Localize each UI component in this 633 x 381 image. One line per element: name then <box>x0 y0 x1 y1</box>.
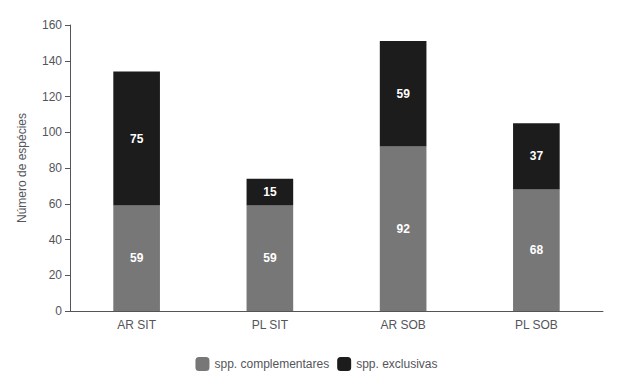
svg-text:spp. exclusivas: spp. exclusivas <box>356 357 437 371</box>
svg-text:59: 59 <box>396 87 410 101</box>
svg-text:20: 20 <box>49 268 63 282</box>
svg-text:140: 140 <box>42 54 62 68</box>
svg-text:59: 59 <box>263 251 277 265</box>
svg-text:160: 160 <box>42 18 62 32</box>
svg-text:15: 15 <box>263 185 277 199</box>
svg-text:AR SOB: AR SOB <box>380 318 425 332</box>
svg-text:80: 80 <box>49 161 63 175</box>
svg-text:92: 92 <box>396 222 410 236</box>
svg-text:spp. complementares: spp. complementares <box>214 357 329 371</box>
svg-text:68: 68 <box>530 243 544 257</box>
svg-text:Número de espécies: Número de espécies <box>15 113 29 223</box>
svg-text:120: 120 <box>42 90 62 104</box>
svg-text:75: 75 <box>130 132 144 146</box>
svg-text:100: 100 <box>42 125 62 139</box>
svg-text:60: 60 <box>49 197 63 211</box>
svg-text:0: 0 <box>55 304 62 318</box>
svg-text:59: 59 <box>130 251 144 265</box>
svg-text:40: 40 <box>49 233 63 247</box>
svg-text:AR SIT: AR SIT <box>117 318 156 332</box>
svg-text:37: 37 <box>530 149 544 163</box>
svg-text:PL SIT: PL SIT <box>252 318 289 332</box>
svg-text:PL SOB: PL SOB <box>515 318 558 332</box>
